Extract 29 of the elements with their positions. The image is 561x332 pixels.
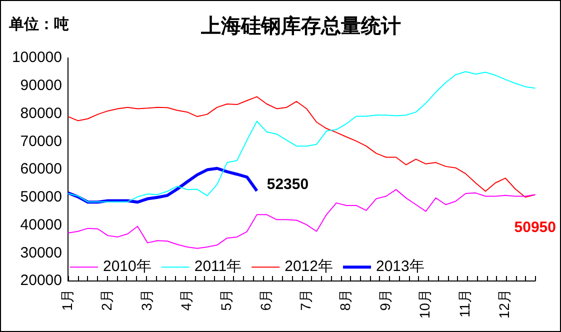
x-tick-label: 2月 bbox=[98, 289, 115, 311]
x-tick-label: 1月 bbox=[58, 289, 75, 311]
x-tick-label: 6月 bbox=[258, 289, 274, 311]
legend-label: 2013年 bbox=[376, 258, 424, 276]
x-tick-label: 10月 bbox=[416, 289, 433, 319]
x-tick-label: 11月 bbox=[456, 289, 472, 318]
y-tick-label: 50000 bbox=[20, 188, 62, 206]
y-tick-label: 60000 bbox=[20, 160, 62, 178]
x-tick-label: 9月 bbox=[376, 289, 393, 311]
y-tick-label: 40000 bbox=[20, 216, 62, 234]
x-tick-label: 7月 bbox=[297, 289, 314, 311]
x-tick-label: 3月 bbox=[138, 289, 154, 311]
y-tick-label: 80000 bbox=[20, 104, 62, 122]
x-tick-label: 12月 bbox=[496, 289, 512, 319]
annotation: 52350 bbox=[266, 176, 309, 193]
x-tick-label: 5月 bbox=[218, 289, 234, 311]
annotation: 50950 bbox=[514, 219, 556, 236]
x-tick-label: 8月 bbox=[337, 289, 354, 311]
y-tick-label: 70000 bbox=[20, 132, 62, 150]
y-tick-label: 90000 bbox=[20, 77, 62, 94]
y-tick-label: 30000 bbox=[20, 244, 62, 262]
legend-label: 2012年 bbox=[284, 258, 333, 276]
y-tick-label: 100000 bbox=[12, 49, 62, 66]
x-tick-label: 4月 bbox=[178, 289, 194, 311]
legend-label: 2010年 bbox=[103, 258, 152, 276]
legend-label: 2011年 bbox=[194, 258, 242, 276]
y-tick-label: 20000 bbox=[20, 272, 62, 290]
chart-title: 上海硅钢库存总量统计 bbox=[200, 14, 401, 38]
y-axis-title: 单位：吨 bbox=[8, 16, 69, 34]
